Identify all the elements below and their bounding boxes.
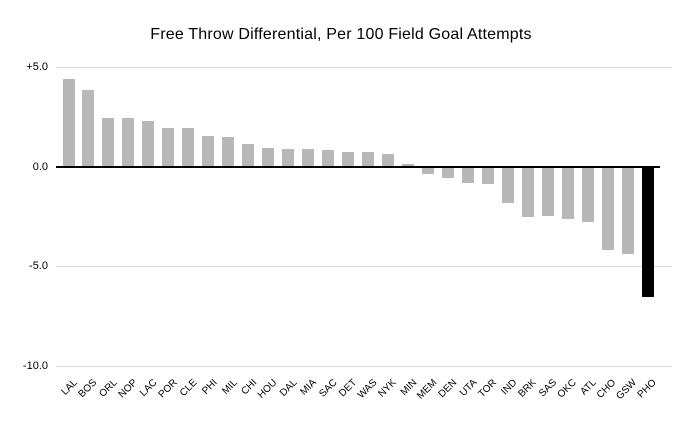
bar-WAS: [362, 151, 375, 167]
bar-MEM: [421, 167, 434, 175]
x-axis-tick-label-CHO: CHO: [595, 377, 619, 401]
bar-POR: [162, 127, 175, 167]
x-axis-tick-label-ORL: ORL: [97, 377, 120, 400]
gridline: [56, 366, 672, 367]
bar-NYK: [382, 153, 395, 167]
x-axis-tick-label-MIA: MIA: [298, 377, 320, 398]
bar-DEN: [441, 167, 454, 179]
x-axis-tick-label-OKC: OKC: [555, 377, 579, 401]
bar-NOP: [122, 117, 135, 167]
bar-CHO: [601, 167, 614, 251]
x-axis-tick-label-WAS: WAS: [355, 377, 380, 401]
bar-CLE: [182, 127, 195, 167]
x-axis-tick-label-NYK: NYK: [376, 377, 400, 400]
x-axis-tick-label-PHO: PHO: [635, 377, 659, 401]
gridline: [56, 66, 672, 68]
bar-GSW: [621, 167, 634, 255]
bar-UTA: [461, 167, 474, 184]
x-axis-tick-label-GSW: GSW: [614, 377, 639, 402]
x-axis-tick-label-PHI: PHI: [199, 377, 220, 397]
bar-MIN: [401, 163, 414, 167]
x-axis-tick-label-DAL: DAL: [277, 377, 300, 399]
bar-SAC: [322, 149, 335, 167]
bar-LAC: [142, 120, 155, 167]
bar-ATL: [581, 167, 594, 223]
y-axis-tick-label: +5.0: [26, 60, 48, 73]
bar-SAS: [541, 167, 554, 217]
x-axis-tick-label-HOU: HOU: [255, 377, 280, 401]
x-axis-tick-label-LAL: LAL: [59, 377, 80, 398]
bar-HOU: [262, 147, 275, 167]
bar-IND: [501, 167, 514, 204]
x-axis-tick-label-MEM: MEM: [414, 377, 440, 402]
bar-MIA: [302, 148, 315, 167]
x-axis-tick-label-CLE: CLE: [177, 377, 200, 399]
bar-OKC: [561, 167, 574, 220]
bar-DET: [342, 151, 355, 167]
x-axis-tick-label-BOS: BOS: [76, 377, 100, 401]
bar-PHI: [202, 135, 215, 167]
x-axis-tick-label-BRK: BRK: [516, 377, 539, 400]
x-axis-tick-label-LAC: LAC: [137, 377, 160, 399]
bar-BRK: [521, 167, 534, 218]
bar-TOR: [481, 167, 494, 185]
x-axis-tick-label-SAS: SAS: [536, 377, 559, 400]
x-axis-tick-label-TOR: TOR: [476, 377, 499, 400]
y-axis-tick-label: 0.0: [32, 160, 48, 173]
zero-axis-line: [56, 165, 660, 168]
x-axis-tick-label-POR: POR: [156, 377, 180, 401]
bar-MIL: [222, 136, 235, 167]
y-axis-tick-label: -5.0: [29, 260, 48, 273]
bar-CHI: [242, 143, 255, 167]
x-axis-tick-label-UTA: UTA: [457, 377, 479, 399]
chart-title: Free Throw Differential, Per 100 Field G…: [150, 26, 532, 43]
x-axis-tick-label-NOP: NOP: [116, 377, 140, 401]
x-axis-tick-label-DET: DET: [337, 377, 360, 400]
bar-ORL: [102, 117, 115, 167]
bar-DAL: [282, 148, 295, 167]
y-axis-tick-label: -10.0: [22, 360, 48, 372]
x-axis-tick-label-IND: IND: [498, 377, 519, 398]
bar-BOS: [82, 89, 95, 167]
x-axis-tick-label-MIL: MIL: [219, 377, 240, 397]
gridline: [56, 266, 672, 268]
bar-PHO: [641, 167, 654, 298]
x-axis-tick-label-DEN: DEN: [436, 377, 460, 401]
bar-LAL: [62, 78, 75, 167]
x-axis-tick-label-SAC: SAC: [316, 377, 340, 400]
